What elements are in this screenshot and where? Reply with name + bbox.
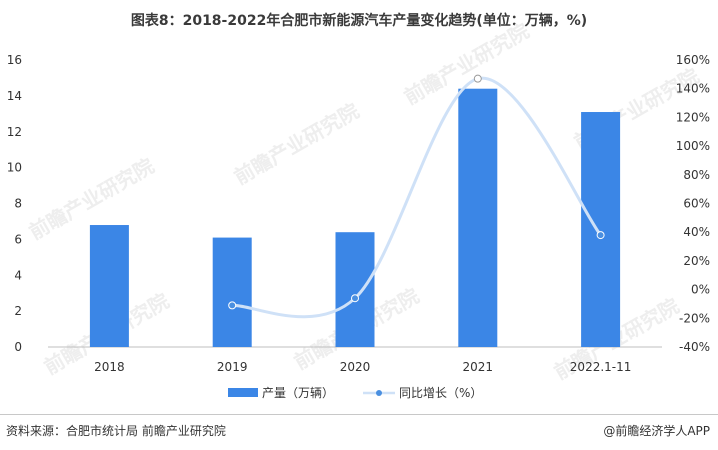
x-axis-labels: 2018 2019 2020 2021 2022.1-11 (94, 360, 631, 374)
left-tick-label: 4 (14, 268, 22, 282)
left-tick-label: 0 (14, 340, 22, 354)
growth-point (473, 74, 482, 83)
growth-line-series (228, 74, 605, 319)
left-tick-label: 8 (14, 197, 22, 211)
source-note: 资料来源：合肥市统计局 前瞻产业研究院 (6, 424, 226, 438)
bar (212, 237, 252, 347)
footer-divider (0, 414, 718, 415)
watermark-text: 前瞻产业研究院 (230, 99, 363, 190)
legend-label-line: 同比增长（%） (399, 386, 482, 400)
right-tick-label: 100% (676, 139, 710, 153)
right-tick-label: 60% (683, 197, 710, 211)
left-y-axis: 0 2 4 6 8 10 12 14 16 (7, 53, 22, 354)
x-tick-label: 2020 (340, 360, 371, 374)
left-tick-label: 16 (7, 53, 22, 67)
left-tick-label: 12 (7, 125, 22, 139)
bar (89, 225, 129, 347)
x-tick-label: 2021 (463, 360, 494, 374)
x-tick-label: 2022.1-11 (570, 360, 632, 374)
left-tick-label: 2 (14, 304, 22, 318)
growth-point (228, 301, 237, 310)
x-tick-label: 2019 (217, 360, 248, 374)
growth-point (351, 294, 359, 303)
right-tick-label: -20% (679, 311, 710, 325)
legend: 产量（万辆） 同比增长（%） (228, 386, 482, 400)
bar (335, 232, 375, 347)
brand-text: @前瞻经济学人APP (603, 424, 710, 438)
brand-credit: @前瞻经济学人APP (603, 422, 710, 439)
chart-title: 图表8：2018-2022年合肥市新能源汽车产量变化趋势(单位：万辆，%) (130, 13, 588, 29)
right-tick-label: 140% (676, 82, 710, 96)
right-tick-label: 120% (676, 110, 710, 124)
left-tick-label: 10 (7, 161, 22, 175)
legend-swatch-marker (376, 390, 382, 396)
right-tick-label: -40% (679, 340, 710, 354)
left-tick-label: 14 (7, 89, 22, 103)
bar-series (89, 88, 621, 347)
right-y-axis: -40% -20% 0% 20% 40% 60% 80% 100% 120% 140% 160% (676, 53, 710, 354)
chart: 前瞻产业研究院前瞻产业研究院前瞻产业研究院前瞻产业研究院前瞻产业研究院前瞻产业研… (7, 19, 710, 400)
bar (458, 88, 498, 347)
right-tick-label: 40% (683, 225, 710, 239)
right-tick-label: 0% (691, 283, 710, 297)
right-tick-label: 160% (676, 53, 710, 67)
right-tick-label: 80% (683, 168, 710, 182)
legend-label-bar: 产量（万辆） (262, 386, 334, 400)
right-tick-label: 20% (683, 254, 710, 268)
growth-line-path (232, 76, 602, 319)
bar (581, 112, 621, 347)
left-tick-label: 6 (14, 232, 22, 246)
growth-point (596, 231, 605, 240)
x-tick-label: 2018 (94, 360, 125, 374)
legend-swatch-bar (228, 388, 258, 397)
